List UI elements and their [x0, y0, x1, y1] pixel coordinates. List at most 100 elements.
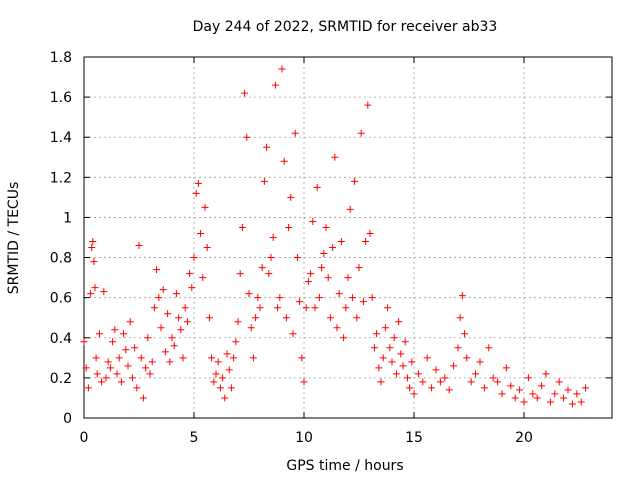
data-point: [131, 344, 139, 352]
data-point: [153, 266, 161, 274]
data-point: [333, 324, 341, 332]
data-point: [227, 384, 235, 392]
data-point: [221, 394, 229, 402]
data-point: [384, 304, 392, 312]
data-point: [247, 324, 255, 332]
data-point: [538, 382, 546, 390]
data-point: [232, 338, 240, 346]
y-tick-label: 0.2: [50, 371, 72, 387]
data-point: [331, 153, 339, 161]
data-point: [278, 65, 286, 73]
y-tick-labels: 0 0.2 0.4 0.6 0.8 1 1.2 1.4 1.6 1.8: [50, 50, 72, 427]
data-point: [298, 354, 306, 362]
data-point: [128, 374, 136, 382]
data-point: [472, 370, 480, 378]
chart-title: Day 244 of 2022, SRMTID for receiver ab3…: [193, 19, 498, 35]
data-point: [450, 362, 458, 370]
data-point: [377, 378, 385, 386]
data-point: [485, 344, 493, 352]
data-point: [577, 398, 585, 406]
data-point: [441, 374, 449, 382]
y-tick-label: 1.6: [50, 90, 72, 106]
data-point: [340, 334, 348, 342]
data-point: [344, 274, 352, 282]
x-tick-label: 0: [80, 430, 89, 446]
x-tick-label: 5: [190, 430, 199, 446]
data-point: [170, 342, 178, 350]
data-point: [88, 244, 96, 252]
data-point: [139, 394, 147, 402]
data-point: [166, 358, 174, 366]
data-point: [225, 366, 233, 374]
data-point: [516, 386, 524, 394]
data-point: [243, 133, 251, 141]
data-point: [560, 394, 568, 402]
y-axis-label: SRMTID / TECUs: [6, 182, 22, 295]
data-point: [214, 358, 222, 366]
data-point: [124, 362, 132, 370]
y-tick-label: 1.2: [50, 170, 72, 186]
y-tick-label: 1: [63, 210, 72, 226]
data-point: [318, 264, 326, 272]
data-point: [175, 314, 183, 322]
data-point: [568, 400, 576, 408]
data-point: [287, 193, 295, 201]
data-point: [274, 304, 282, 312]
data-point: [432, 366, 440, 374]
data-point: [155, 294, 163, 302]
data-point: [542, 370, 550, 378]
data-point: [181, 304, 189, 312]
data-point: [109, 338, 117, 346]
data-point: [375, 364, 383, 372]
data-point: [157, 324, 165, 332]
data-point: [311, 304, 319, 312]
data-point: [135, 242, 143, 250]
data-point: [245, 290, 253, 298]
data-point: [216, 384, 224, 392]
data-point: [234, 318, 242, 326]
data-point: [133, 384, 141, 392]
data-point: [150, 304, 158, 312]
data-point: [87, 290, 95, 298]
data-point: [324, 274, 332, 282]
data-point: [276, 294, 284, 302]
x-axis-label: GPS time / hours: [286, 458, 403, 474]
data-point: [498, 390, 506, 398]
data-point: [267, 254, 275, 262]
data-point: [379, 354, 387, 362]
data-point: [201, 203, 209, 211]
data-point: [419, 378, 427, 386]
data-point: [300, 378, 308, 386]
data-point: [93, 370, 101, 378]
data-point: [210, 378, 218, 386]
data-point: [280, 157, 288, 165]
y-tick-label: 1.8: [50, 50, 72, 66]
data-point: [186, 270, 194, 278]
data-point: [315, 294, 323, 302]
data-point: [368, 294, 376, 302]
data-point: [366, 229, 374, 237]
data-point: [401, 338, 409, 346]
data-point: [302, 304, 310, 312]
data-point: [212, 370, 220, 378]
data-point: [164, 310, 172, 318]
data-point: [285, 223, 293, 231]
data-point: [546, 398, 554, 406]
data-point: [106, 364, 114, 372]
data-point: [304, 278, 312, 286]
data-point: [291, 129, 299, 137]
data-point: [161, 348, 169, 356]
data-point: [348, 294, 356, 302]
data-point: [454, 344, 462, 352]
data-point: [388, 358, 396, 366]
grid-lines: [84, 57, 612, 418]
data-point: [80, 338, 88, 346]
data-point: [507, 382, 515, 390]
data-point: [82, 364, 90, 372]
data-point: [84, 384, 92, 392]
data-point: [428, 384, 436, 392]
data-point: [362, 238, 370, 246]
data-point: [219, 374, 227, 382]
data-point: [370, 344, 378, 352]
data-point: [159, 286, 167, 294]
